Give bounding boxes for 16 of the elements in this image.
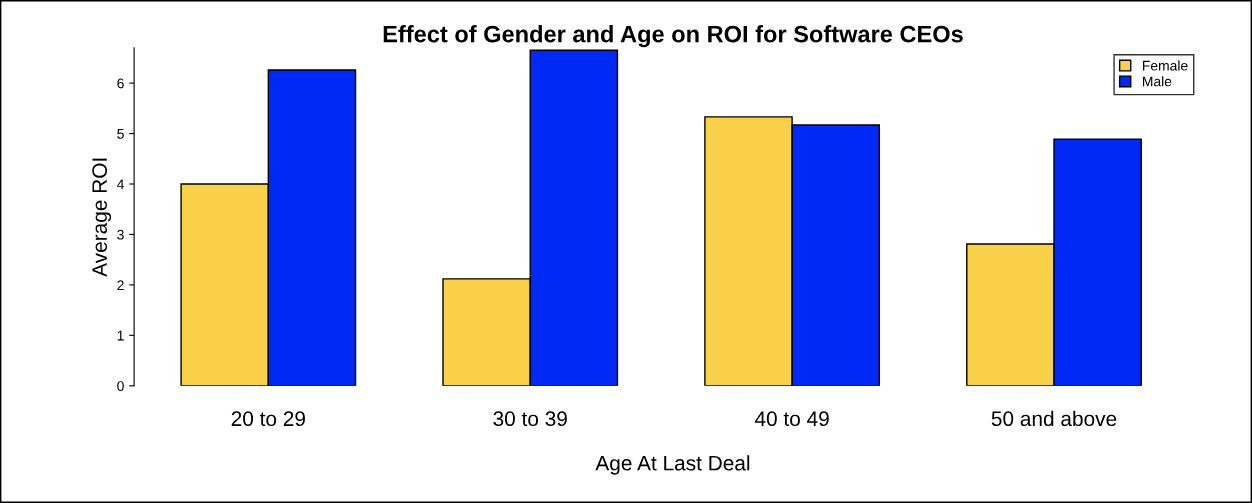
x-tick-label: 30 to 39 bbox=[493, 411, 567, 427]
y-tick-label: 6 bbox=[117, 78, 124, 89]
chart-title: Effect of Gender and Age on ROI for Software CEOs bbox=[383, 25, 963, 48]
legend-label: Female bbox=[1143, 60, 1188, 71]
x-tick-label: 50 and above bbox=[991, 410, 1117, 427]
y-tick-label: 2 bbox=[117, 280, 124, 290]
y-axis-title: Average ROI bbox=[92, 158, 112, 277]
y-tick-label: 5 bbox=[117, 129, 124, 139]
x-axis-title: Age At Last Deal bbox=[595, 455, 750, 475]
legend-label: Male bbox=[1143, 76, 1172, 87]
x-tick-label: 20 to 29 bbox=[231, 411, 305, 427]
y-tick-label: 3 bbox=[117, 229, 124, 240]
y-tick-label: 1 bbox=[117, 330, 124, 341]
y-tick-label: 0 bbox=[117, 381, 124, 391]
y-tick-label: 4 bbox=[116, 179, 124, 190]
x-tick-label: 40 to 49 bbox=[754, 411, 829, 427]
